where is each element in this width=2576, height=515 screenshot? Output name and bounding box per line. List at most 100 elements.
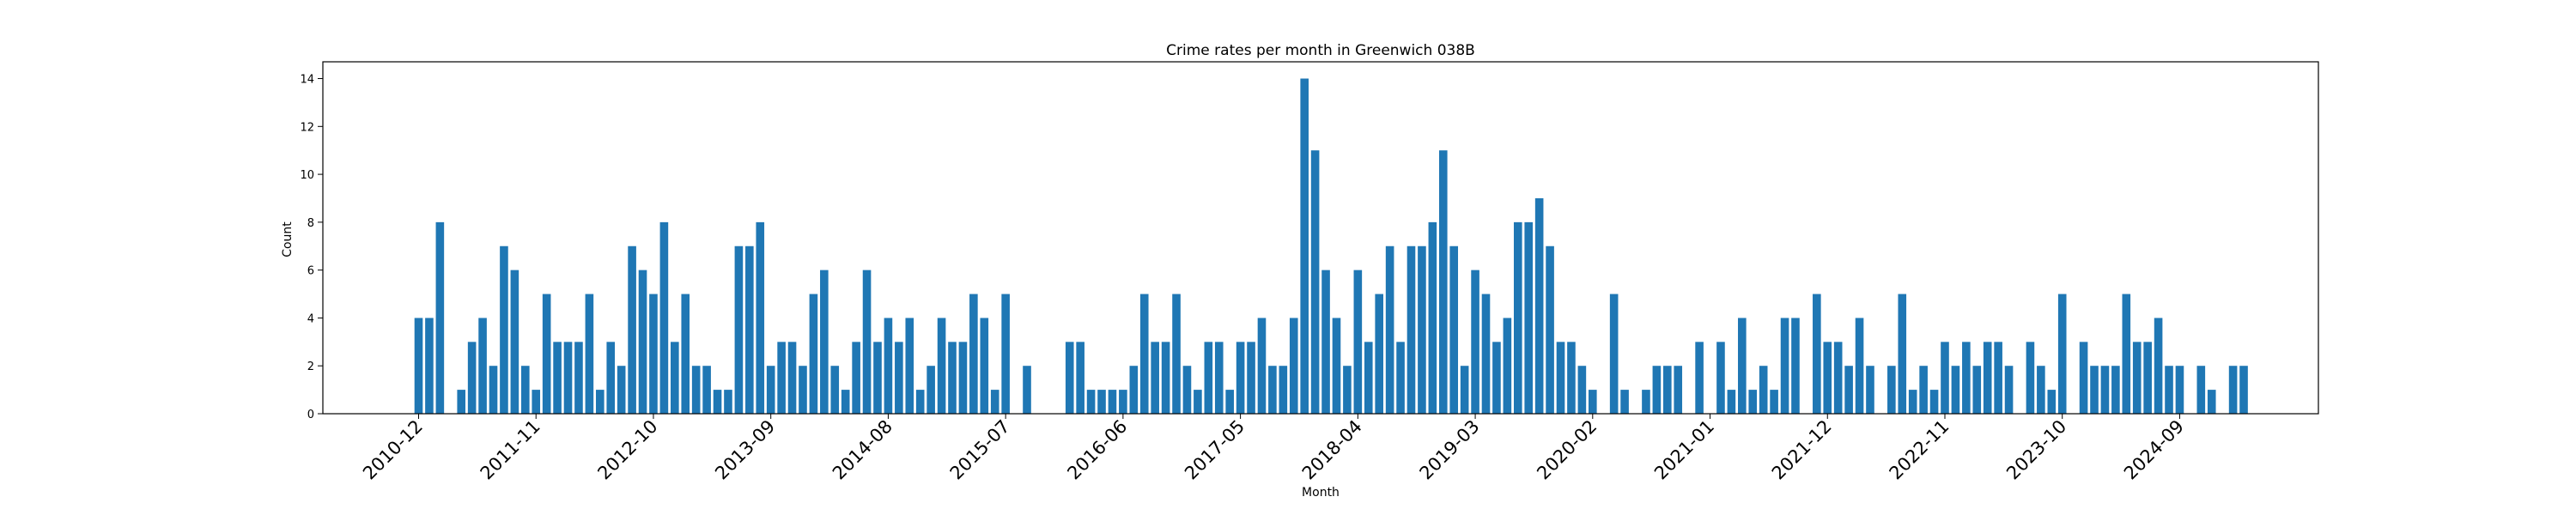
bar xyxy=(532,390,541,414)
bar xyxy=(1119,390,1127,414)
bar xyxy=(2239,366,2248,414)
bar xyxy=(2196,366,2206,414)
bar xyxy=(1332,318,1341,414)
bar xyxy=(787,342,797,414)
x-axis-label: Month xyxy=(1302,486,1340,500)
bar xyxy=(1364,342,1373,414)
bar xyxy=(1716,342,1725,414)
bar xyxy=(777,342,786,414)
x-tick-label: 2020-02 xyxy=(1533,416,1601,484)
bar xyxy=(713,390,722,414)
x-tick-label: 2022-11 xyxy=(1886,416,1953,484)
bar xyxy=(2122,294,2131,414)
bar xyxy=(659,221,669,414)
bar xyxy=(745,245,754,414)
bar xyxy=(766,366,775,414)
bar xyxy=(1941,342,1949,414)
bar xyxy=(1343,366,1352,414)
bar xyxy=(1919,366,1928,414)
bar xyxy=(1609,294,1619,414)
bar xyxy=(1844,366,1853,414)
bar xyxy=(1321,270,1330,414)
bar xyxy=(1257,318,1267,414)
bar xyxy=(1151,342,1159,414)
bar xyxy=(969,294,978,414)
bars-group xyxy=(414,78,2248,415)
bar xyxy=(1674,366,1683,414)
y-tick-label: 14 xyxy=(300,74,314,87)
bar xyxy=(1951,366,1960,414)
bar xyxy=(617,366,626,414)
bar xyxy=(1983,342,1992,414)
bar xyxy=(681,294,690,414)
bar xyxy=(2143,342,2152,414)
bar xyxy=(990,390,999,414)
bar xyxy=(1770,390,1778,414)
bar xyxy=(927,366,935,414)
bar xyxy=(1620,390,1629,414)
x-tick-label: 2017-05 xyxy=(1181,416,1249,484)
bar xyxy=(1076,342,1084,414)
bar xyxy=(478,318,487,414)
bar xyxy=(1759,366,1768,414)
bar xyxy=(1172,294,1181,414)
x-tick-label: 2023-10 xyxy=(2002,416,2070,484)
bar xyxy=(649,294,658,414)
bar xyxy=(1567,342,1576,414)
bar xyxy=(1065,342,1074,414)
bar xyxy=(958,342,968,414)
x-tick-label: 2015-07 xyxy=(946,416,1014,484)
bar xyxy=(1994,342,2002,414)
y-tick-label: 4 xyxy=(307,312,314,325)
bar xyxy=(1492,342,1501,414)
bar xyxy=(1481,294,1491,414)
bar xyxy=(1972,366,1982,414)
x-tick-label: 2016-06 xyxy=(1063,416,1131,484)
bar xyxy=(1738,318,1747,414)
x-tick-label: 2021-01 xyxy=(1650,416,1718,484)
bar xyxy=(1001,294,1010,414)
bar xyxy=(628,245,636,414)
bar xyxy=(1310,150,1320,414)
x-tick-label: 2010-12 xyxy=(359,416,427,484)
bar xyxy=(1524,221,1534,414)
x-tick-label: 2012-10 xyxy=(593,416,661,484)
bar xyxy=(1438,150,1448,414)
bar xyxy=(1418,245,1426,414)
bar xyxy=(596,390,605,414)
bar xyxy=(1279,366,1288,414)
bar xyxy=(2026,342,2035,414)
x-tick-label: 2024-09 xyxy=(2120,416,2188,484)
bar xyxy=(1182,366,1192,414)
bar xyxy=(2165,366,2173,414)
bar xyxy=(915,390,925,414)
x-tick-label: 2019-03 xyxy=(1416,416,1484,484)
bar xyxy=(1129,366,1139,414)
bar xyxy=(1962,342,1971,414)
bar xyxy=(1194,390,1202,414)
bar xyxy=(980,318,989,414)
bar xyxy=(1908,390,1917,414)
chart-title: Crime rates per month in Greenwich 038B xyxy=(1166,42,1475,59)
bar xyxy=(521,366,530,414)
bar xyxy=(2228,366,2238,414)
bar xyxy=(1727,390,1736,414)
bar xyxy=(1503,318,1512,414)
bar xyxy=(1813,294,1821,414)
bar xyxy=(724,390,732,414)
bar xyxy=(1268,366,1277,414)
bar xyxy=(542,294,551,414)
bar xyxy=(702,366,711,414)
y-tick-label: 8 xyxy=(307,217,314,230)
bar xyxy=(1086,390,1096,414)
bar xyxy=(2004,366,2014,414)
bar xyxy=(1449,245,1459,414)
bar xyxy=(671,342,679,414)
bar xyxy=(1300,78,1309,415)
bar xyxy=(1108,390,1117,414)
bar xyxy=(1833,342,1843,414)
bar xyxy=(425,318,434,414)
bar xyxy=(873,342,882,414)
bar xyxy=(1289,318,1298,414)
